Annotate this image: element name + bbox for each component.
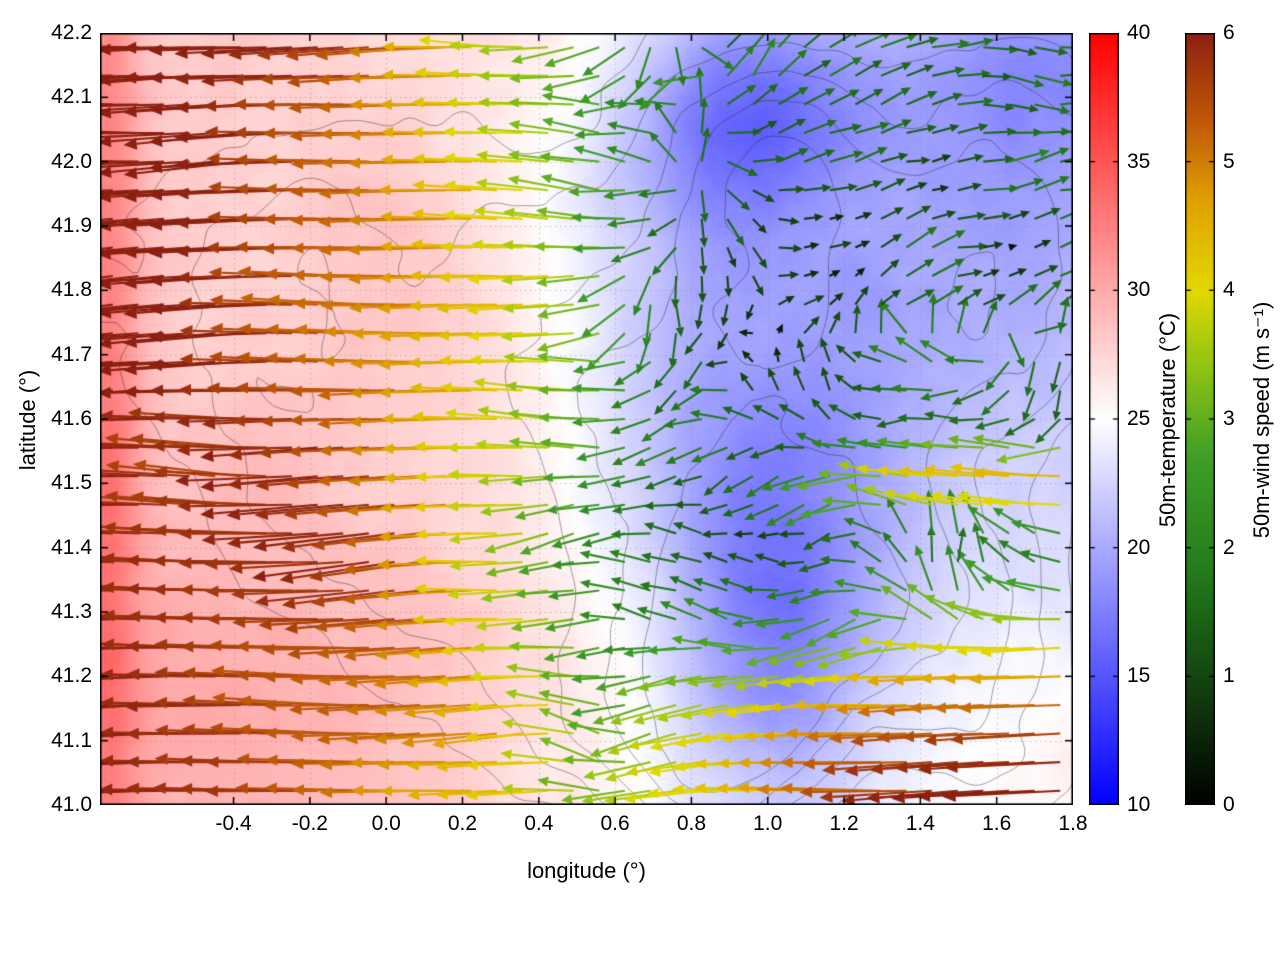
y-tick-label: 41.9 <box>51 214 92 237</box>
y-tick-label: 41.3 <box>51 600 92 623</box>
temperature-colorbar-tick-label: 15 <box>1127 664 1151 688</box>
x-tick-label: 0.0 <box>371 812 401 835</box>
y-tick-label: 41.5 <box>51 471 92 495</box>
x-tick-label: 0.4 <box>524 812 554 835</box>
temperature-colorbar <box>1089 33 1119 805</box>
wind-speed-colorbar <box>1185 33 1215 805</box>
temperature-colorbar-tick-label: 30 <box>1127 278 1151 302</box>
temperature-colorbar-tick-label: 40 <box>1127 21 1151 44</box>
wind-colorbar-tick-label: 6 <box>1223 21 1235 44</box>
temperature-colorbar-tick-label: 25 <box>1127 407 1151 430</box>
wind-colorbar-tick-label: 0 <box>1223 793 1235 816</box>
x-tick-label: 1.2 <box>829 812 859 835</box>
wind-colorbar-tick-label: 1 <box>1223 664 1235 688</box>
y-tick-label: 41.8 <box>51 278 92 302</box>
x-tick-label: 0.6 <box>600 812 630 835</box>
x-tick-label: -0.4 <box>215 812 252 835</box>
x-tick-label: 0.2 <box>447 812 478 835</box>
x-tick-label: 1.6 <box>982 812 1012 835</box>
temperature-colorbar-title: 50m-temperature (°C) <box>1155 312 1180 528</box>
y-tick-label: 41.0 <box>51 793 92 816</box>
y-tick-label: 41.1 <box>51 728 92 752</box>
x-tick-label: -0.2 <box>291 812 328 835</box>
y-tick-label: 41.4 <box>51 535 92 559</box>
x-tick-label: 0.8 <box>676 812 707 835</box>
x-tick-label: 1.0 <box>753 812 783 835</box>
y-tick-label: 41.6 <box>51 407 92 430</box>
y-tick-label: 41.7 <box>51 342 92 366</box>
wind-colorbar-tick-label: 5 <box>1223 149 1235 173</box>
wind-colorbar-tick-label: 2 <box>1223 535 1235 559</box>
y-axis-title: latitude (°) <box>15 369 40 471</box>
x-tick-label: 1.4 <box>905 812 935 835</box>
x-axis-title: longitude (°) <box>527 858 646 883</box>
y-tick-label: 41.2 <box>51 664 92 688</box>
wind-colorbar-title: 50m-wind speed (m s⁻¹) <box>1249 301 1274 539</box>
y-tick-label: 42.2 <box>51 21 92 44</box>
y-tick-label: 42.1 <box>51 85 92 109</box>
y-tick-label: 42.0 <box>51 149 92 173</box>
wind-colorbar-tick-label: 4 <box>1223 278 1235 302</box>
x-tick-label: 1.8 <box>1058 812 1088 835</box>
wind-colorbar-tick-label: 3 <box>1223 407 1235 430</box>
map-plot-canvas <box>100 33 1073 805</box>
temperature-colorbar-tick-label: 10 <box>1127 793 1151 816</box>
temperature-colorbar-tick-label: 35 <box>1127 149 1151 173</box>
temperature-colorbar-tick-label: 20 <box>1127 535 1151 559</box>
